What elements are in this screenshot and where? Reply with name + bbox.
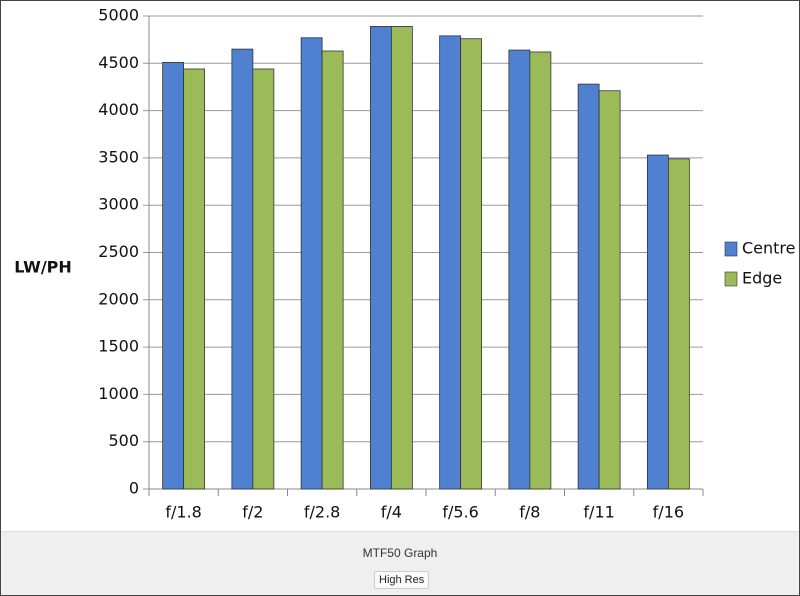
bar [460,38,483,490]
y-tick-label: 1000 [98,384,139,403]
y-tick-label: 4000 [98,100,139,119]
y-tick-label: 0 [129,479,139,498]
x-tick-label: f/5.6 [442,503,478,522]
x-tick-label: f/11 [583,503,614,522]
bar [231,48,254,490]
y-tick-label: 3000 [98,195,139,214]
bar [529,51,552,490]
bar [369,26,392,490]
x-tick-label: f/8 [519,503,540,522]
bar [183,68,206,490]
bar [577,83,600,490]
bar [252,68,275,490]
bar [321,50,344,490]
legend-label: Edge [742,269,782,288]
y-axis-label: LW/PH [14,258,72,277]
bar [508,49,531,490]
bar [439,35,462,490]
y-tick-label: 2000 [98,289,139,308]
y-tick-label: 5000 [98,6,139,25]
x-tick-label: f/1.8 [165,503,201,522]
y-tick-label: 3500 [98,147,139,166]
legend-label: Centre [742,239,796,258]
bar [598,90,621,490]
y-tick-label: 4500 [98,53,139,72]
y-tick-label: 1500 [98,337,139,356]
bar [646,154,669,490]
bar [162,61,185,490]
bar [667,158,690,490]
footer: MTF50 Graph High Res [1,531,799,595]
y-tick-label: 2500 [98,242,139,261]
bar [390,26,413,490]
x-tick-label: f/4 [381,503,402,522]
legend-swatch [724,271,738,287]
y-tick-label: 500 [108,431,139,450]
caption: MTF50 Graph [362,546,438,560]
bar [300,37,323,490]
x-tick-label: f/2.8 [304,503,340,522]
x-tick-label: f/2 [242,503,263,522]
high-res-button[interactable]: High Res [374,571,430,589]
legend-swatch [724,241,738,257]
x-tick-label: f/16 [653,503,684,522]
chart: LW/PH 0 500 1000 1500 2000 2500 3000 3500 4000 45… [14,6,796,522]
